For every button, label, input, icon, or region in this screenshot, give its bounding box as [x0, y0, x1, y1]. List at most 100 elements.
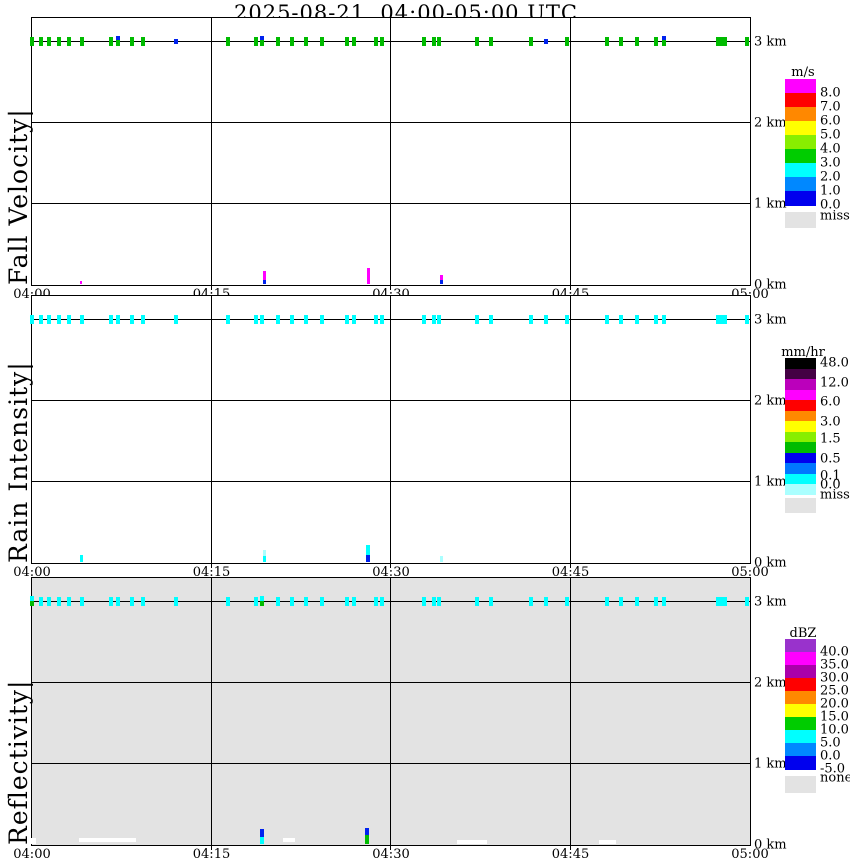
plot-area-fall-velocity: [30, 17, 751, 286]
data-mark-segment: [432, 36, 437, 46]
data-mark: [344, 596, 349, 606]
data-mark-segment: [543, 596, 548, 606]
data-mark-segment: [80, 281, 83, 284]
data-mark: [662, 36, 667, 46]
data-mark: [662, 596, 667, 606]
data-mark: [319, 314, 324, 324]
data-mark-segment: [437, 314, 442, 324]
time-tick-label: 04:15: [192, 847, 231, 862]
legend-band: [785, 691, 816, 705]
data-mark-segment: [141, 314, 146, 324]
legend-band: [785, 389, 816, 401]
time-tick-label: 05:00: [731, 847, 769, 862]
data-mark-segment: [46, 596, 51, 606]
data-mark-segment: [226, 596, 231, 606]
legend-value-label: 25.0: [820, 683, 849, 699]
legend-miss-swatch: [785, 212, 816, 228]
data-mark: [653, 36, 658, 46]
data-mark: [67, 36, 72, 46]
data-mark: [543, 38, 548, 44]
data-mark: [715, 36, 723, 46]
data-mark-segment: [289, 596, 294, 606]
data-mark: [46, 36, 51, 46]
time-tick-label: 04:00: [13, 565, 51, 580]
data-mark: [259, 36, 264, 46]
data-mark: [475, 596, 480, 606]
km-tick-label: 1 km: [754, 474, 787, 490]
data-mark-segment: [653, 36, 658, 46]
legend-value-label: 35.0: [820, 657, 849, 673]
data-mark: [475, 314, 480, 324]
legend-value-label: 20.0: [820, 696, 849, 712]
data-mark-segment: [653, 596, 658, 606]
legend-band: [785, 452, 816, 464]
data-mark-segment: [30, 36, 35, 46]
data-mark-segment: [275, 596, 280, 606]
data-mark: [275, 596, 280, 606]
data-mark-segment: [67, 596, 72, 606]
data-mark: [253, 596, 258, 606]
data-mark: [565, 36, 570, 46]
data-mark-segment: [129, 314, 134, 324]
legend-band: [785, 400, 816, 411]
data-mark: [46, 314, 51, 324]
axis-tick: [390, 564, 391, 568]
data-mark: [289, 36, 294, 46]
legend-band: [785, 463, 816, 474]
data-mark-segment: [529, 314, 534, 324]
data-mark: [226, 314, 231, 324]
data-mark-segment: [421, 314, 426, 324]
data-mark-segment: [319, 596, 324, 606]
legend-value-label: 3.0: [820, 155, 841, 171]
data-mark-segment: [253, 36, 258, 46]
legend-value-label: 0.0: [820, 477, 841, 493]
data-mark: [653, 314, 658, 324]
data-mark-segment: [304, 596, 309, 606]
legend-value-label: 6.0: [820, 394, 841, 410]
legend-title-reflectivity: dBZ: [789, 626, 817, 641]
data-mark-segment: [662, 596, 667, 606]
data-mark: [366, 268, 370, 284]
km-gridline: [32, 763, 750, 764]
data-mark-segment: [56, 314, 61, 324]
data-mark-segment: [259, 837, 264, 844]
data-mark-segment: [366, 545, 371, 555]
data-mark: [129, 314, 134, 324]
data-mark: [421, 596, 426, 606]
data-mark: [723, 596, 728, 606]
time-gridline: [390, 18, 391, 285]
legend-value-label: 0.1: [820, 468, 841, 484]
data-mark-segment: [421, 36, 426, 46]
km-tick-label: 3 km: [754, 594, 787, 610]
data-mark: [38, 596, 43, 606]
data-mark-segment: [275, 314, 280, 324]
legend-band: [785, 756, 816, 770]
data-mark: [275, 36, 280, 46]
axis-tick: [569, 286, 571, 290]
data-mark-segment: [116, 314, 121, 324]
data-mark: [304, 596, 309, 606]
data-mark-segment: [366, 268, 370, 284]
legend-miss-label: miss: [820, 487, 850, 503]
data-mark: [744, 36, 749, 46]
legend-miss-swatch: [785, 776, 816, 793]
data-mark: [116, 36, 121, 46]
data-mark-segment: [604, 314, 609, 324]
data-mark-segment: [366, 555, 371, 562]
data-mark: [439, 275, 443, 284]
data-mark-segment: [80, 314, 85, 324]
data-mark-segment: [565, 314, 570, 324]
data-mark: [344, 36, 349, 46]
data-mark-segment: [373, 314, 378, 324]
data-mark: [80, 596, 85, 606]
data-mark-segment: [543, 38, 548, 44]
data-mark-segment: [604, 36, 609, 46]
legend-band: [785, 79, 816, 94]
data-mark-segment: [109, 314, 114, 324]
legend-value-label: 1.5: [820, 431, 841, 447]
data-mark-segment: [373, 596, 378, 606]
time-tick-label: 04:45: [551, 847, 590, 862]
data-mark-segment: [80, 596, 85, 606]
km-tick-label: 1 km: [754, 756, 787, 772]
